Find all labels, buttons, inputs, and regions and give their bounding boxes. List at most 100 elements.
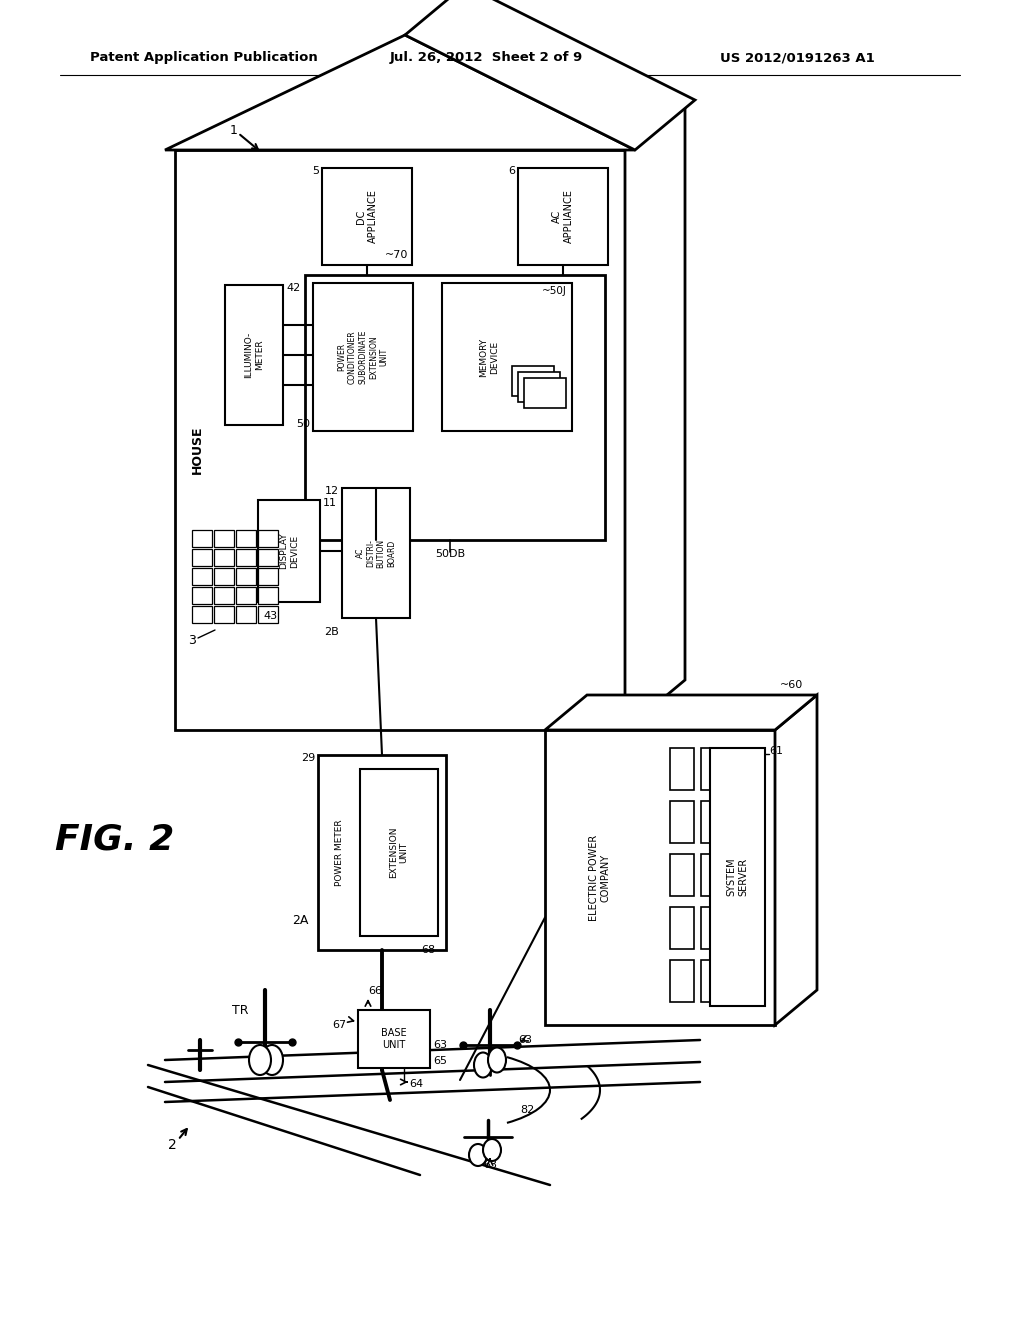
Bar [225,285,283,425]
Text: 42: 42 [286,282,300,293]
Text: 66: 66 [368,986,382,997]
Text: 5: 5 [312,166,319,176]
Bar [524,378,566,408]
Bar [670,907,694,949]
Ellipse shape [469,1144,487,1166]
Text: 2B: 2B [325,627,339,638]
Bar [518,372,560,403]
Bar [193,531,212,546]
Text: 3: 3 [188,634,196,647]
Text: 50: 50 [296,418,310,429]
Ellipse shape [488,1048,506,1072]
Text: 6: 6 [508,166,515,176]
Text: MEMORY
DEVICE: MEMORY DEVICE [479,338,499,376]
Bar [512,366,554,396]
Text: ~60: ~60 [780,680,803,690]
Bar [214,606,234,623]
Bar [710,748,765,1006]
Bar [360,770,438,936]
Text: ILLUMINO-
METER: ILLUMINO- METER [245,331,264,378]
Text: Jul. 26, 2012  Sheet 2 of 9: Jul. 26, 2012 Sheet 2 of 9 [390,51,584,65]
Bar [701,960,725,1002]
Text: 1: 1 [230,124,238,136]
Bar [732,748,756,789]
Bar [258,500,319,602]
Text: 50DB: 50DB [435,549,465,558]
Ellipse shape [261,1045,283,1074]
Bar [358,1010,430,1068]
Bar [214,568,234,585]
Text: HOUSE: HOUSE [190,426,204,474]
Bar [701,801,725,843]
Bar [258,568,278,585]
Polygon shape [406,0,695,150]
Bar [258,587,278,605]
Text: AC
APPLIANCE: AC APPLIANCE [552,190,573,243]
Text: ~50J: ~50J [542,286,567,296]
Bar [732,854,756,896]
Text: 64: 64 [409,1078,423,1089]
Text: 2A: 2A [292,913,308,927]
Text: ~70: ~70 [385,249,409,260]
Text: 2: 2 [168,1138,176,1152]
Bar [670,960,694,1002]
Bar [236,568,256,585]
Bar [193,549,212,566]
Text: 61: 61 [769,746,783,756]
Bar [193,587,212,605]
Text: 67: 67 [332,1020,346,1030]
Bar [214,587,234,605]
Text: 11: 11 [323,498,337,508]
Bar [258,549,278,566]
Text: ELECTRIC POWER
COMPANY: ELECTRIC POWER COMPANY [589,834,610,920]
Bar [258,531,278,546]
Text: 29: 29 [301,752,315,763]
Bar [193,606,212,623]
Bar [236,587,256,605]
Bar [670,748,694,789]
Bar [701,748,725,789]
Text: 43: 43 [263,611,278,620]
Text: 12: 12 [325,486,339,496]
Bar [701,854,725,896]
Polygon shape [545,696,817,730]
Text: EXTENSION
UNIT: EXTENSION UNIT [389,826,409,878]
Text: AC
DISTRI-
BUTION
BOARD: AC DISTRI- BUTION BOARD [356,539,396,568]
Text: 63: 63 [518,1035,532,1045]
Bar [442,282,572,432]
Bar [342,488,410,618]
Ellipse shape [483,1139,501,1162]
Bar [545,730,775,1026]
Text: POWER METER: POWER METER [336,820,344,886]
Text: DISPLAY
DEVICE: DISPLAY DEVICE [280,533,299,569]
Text: SYSTEM
SERVER: SYSTEM SERVER [727,858,749,896]
Bar [318,755,446,950]
Text: Patent Application Publication: Patent Application Publication [90,51,317,65]
Text: 68: 68 [421,945,435,954]
Text: TR: TR [231,1003,248,1016]
Bar [732,801,756,843]
Text: 63: 63 [433,1040,447,1049]
Bar [670,854,694,896]
Ellipse shape [249,1045,271,1074]
Bar [236,531,256,546]
Bar [236,549,256,566]
Polygon shape [625,100,685,730]
Text: DC
APPLIANCE: DC APPLIANCE [356,190,378,243]
Bar [214,531,234,546]
Bar [732,960,756,1002]
Bar [305,275,605,540]
Text: US 2012/0191263 A1: US 2012/0191263 A1 [720,51,874,65]
Bar [175,150,625,730]
Text: FIG. 2: FIG. 2 [55,822,175,857]
Polygon shape [775,696,817,1026]
Bar [732,907,756,949]
Text: 63: 63 [483,1160,497,1170]
Bar [214,549,234,566]
Bar [518,168,608,265]
Polygon shape [165,36,635,150]
Text: BASE
UNIT: BASE UNIT [381,1028,407,1049]
Text: POWER
CONDITIONER
SUBORDINATE
EXTENSION
UNIT: POWER CONDITIONER SUBORDINATE EXTENSION … [338,330,388,384]
Bar [701,907,725,949]
Ellipse shape [474,1052,492,1077]
